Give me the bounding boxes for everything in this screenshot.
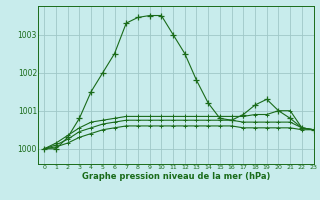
X-axis label: Graphe pression niveau de la mer (hPa): Graphe pression niveau de la mer (hPa) [82,172,270,181]
